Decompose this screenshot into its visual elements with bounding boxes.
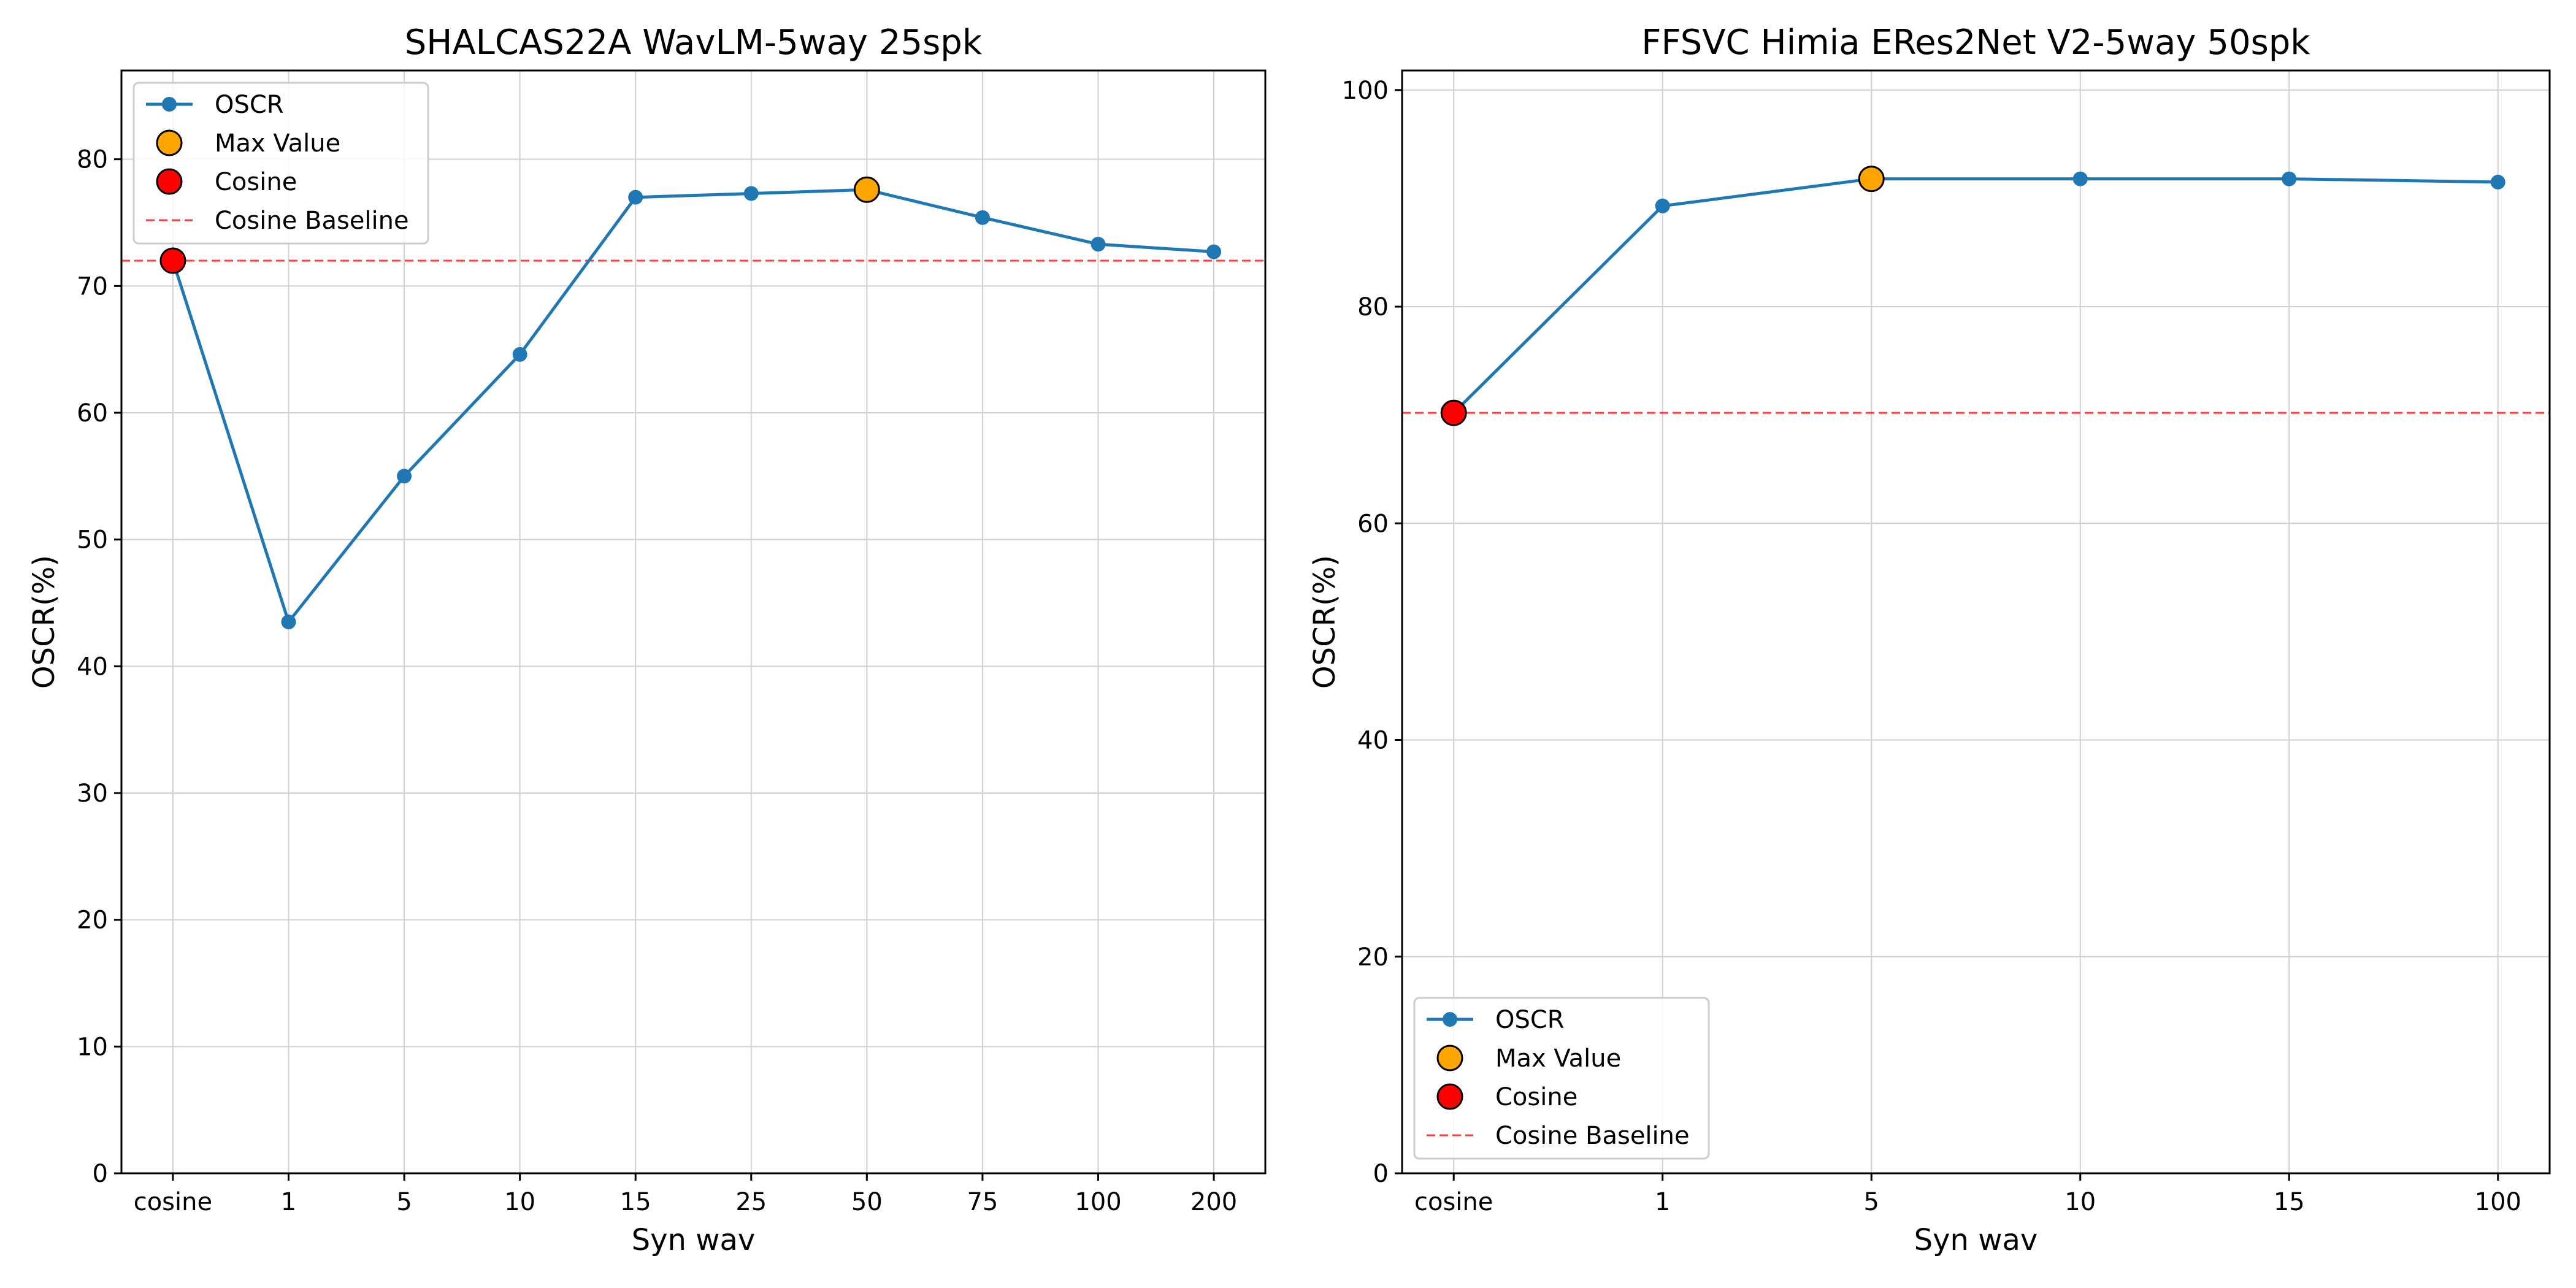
legend-label-max-value: Max Value [215,129,340,158]
x-tick-label: 50 [851,1188,883,1216]
y-tick-label: 100 [1342,77,1389,105]
left-chart-panel: cosine 1 5 10 15 25 50 75 100 2000102030405060708… [27,23,1267,1257]
y-tick-label: 0 [93,1160,108,1188]
y-tick-label: 80 [1357,293,1389,321]
x-tick-label: 5 [396,1188,412,1216]
axes-frame [1401,69,2551,1175]
x-tick-label: 100 [2475,1188,2521,1216]
legend-label-oscr: OSCR [215,91,284,119]
y-tick-label: 60 [77,399,108,427]
x-tick-label: 15 [620,1188,651,1216]
y-tick-label: 40 [1357,727,1389,755]
oscr-data-point [397,469,412,484]
legend-label-cosine: Cosine [215,168,297,196]
legend-cosine-marker [1436,1083,1463,1110]
cosine-marker [159,247,186,274]
oscr-data-point [628,190,643,205]
legend-label-baseline: Cosine Baseline [1495,1122,1690,1150]
oscr-data-point [1655,198,1670,213]
legend-box [1413,997,1710,1160]
oscr-data-point [281,615,296,629]
x-tick-label: 25 [735,1188,767,1216]
y-tick-label: 10 [77,1033,108,1061]
legend: OSCR Max Value Cosine Cosine Baseline [132,82,429,245]
x-tick-label: 200 [1190,1188,1237,1216]
x-tick-label: 100 [1075,1188,1121,1216]
oscr-series-line [171,188,1214,624]
legend-label-oscr: OSCR [1495,1006,1565,1034]
x-tick-label: 10 [2064,1188,2096,1216]
oscr-data-point [2282,171,2297,186]
oscr-data-point [1091,237,1106,252]
legend-max-value-marker [1436,1045,1463,1071]
x-axis-label: Syn wav [1914,1223,2038,1257]
y-tick-label: 70 [77,272,108,301]
oscr-data-point [743,186,759,201]
legend-oscr-marker [162,97,177,112]
x-axis-label: Syn wav [632,1223,756,1257]
oscr-series-line [1452,177,2498,414]
legend-box [132,82,429,245]
oscr-data-point [512,347,527,362]
axes-frame [120,69,1267,1175]
y-axis-label: OSCR(%) [27,555,61,689]
legend-cosine-marker [156,168,183,195]
oscr-data-point [1206,244,1222,259]
y-tick-label: 50 [77,526,108,554]
legend-max-value-marker [156,129,183,156]
y-tick-label: 30 [77,780,108,808]
x-tick-label: 5 [1864,1188,1879,1216]
oscr-data-point [2490,174,2505,190]
y-tick-label: 60 [1357,510,1389,538]
max-value-marker [1858,166,1885,193]
y-tick-label: 20 [77,907,108,935]
y-tick-label: 0 [1373,1160,1389,1188]
y-axis-label: OSCR(%) [1308,555,1342,689]
legend: OSCR Max Value Cosine Cosine Baseline [1413,997,1710,1160]
max-value-marker [853,176,880,203]
legend-label-max-value: Max Value [1495,1045,1621,1073]
legend-label-cosine: Cosine [1495,1083,1577,1111]
x-tick-label: 15 [2274,1188,2305,1216]
legend-label-baseline: Cosine Baseline [215,207,409,235]
y-tick-label: 20 [1357,943,1389,972]
x-tick-label: 1 [281,1188,296,1216]
oscr-data-point [2072,171,2088,186]
y-tick-label: 80 [77,146,108,174]
legend-oscr-marker [1443,1012,1457,1027]
x-tick-label: 10 [504,1188,535,1216]
x-tick-label: 1 [1655,1188,1670,1216]
oscr-data-point [975,210,990,225]
x-tick-label: cosine [134,1188,212,1216]
chart-title: SHALCAS22A WavLM-5way 25spk [405,23,983,63]
chart-title: FFSVC Himia ERes2Net V2-5way 50spk [1641,23,2310,63]
x-tick-label: 75 [967,1188,998,1216]
y-tick-label: 40 [77,653,108,681]
cosine-marker [1440,399,1467,426]
x-tick-label: cosine [1414,1188,1493,1216]
